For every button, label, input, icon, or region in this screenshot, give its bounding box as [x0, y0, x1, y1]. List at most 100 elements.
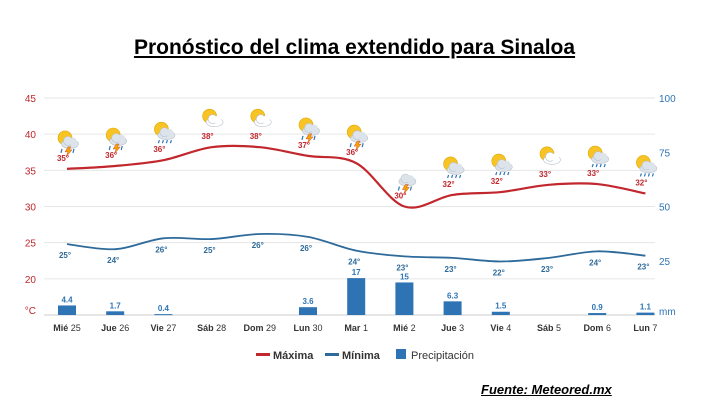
x-tick-day: 7	[652, 323, 657, 333]
rain-drop	[161, 140, 164, 144]
x-tick-dow: Dom	[244, 323, 267, 333]
sun-cloud-icon	[202, 108, 224, 127]
cloud-shape	[69, 137, 77, 146]
temperature-lines	[66, 144, 646, 263]
precip-label: 1.7	[110, 301, 122, 310]
x-axis: Mié 25 Jue 26 Vie 27 Sáb 28 Dom 29 Lun 30 Mar …	[53, 323, 657, 333]
cloud-shape	[165, 128, 174, 137]
min-temp-label: 26°	[155, 245, 167, 254]
precipitation-bars	[58, 278, 655, 316]
min-temp-label: 23°	[637, 263, 649, 272]
precip-label: 0.9	[592, 303, 604, 312]
x-tick-label: Lun 30	[293, 323, 322, 333]
min-temp-label: 23°	[445, 265, 457, 274]
precip-bar	[636, 312, 655, 315]
max-temp-label: 32°	[635, 178, 647, 187]
cloud-shape	[551, 153, 559, 162]
x-tick-label: Mié 25	[53, 323, 81, 333]
legend-label: Mínima	[342, 350, 381, 362]
max-temp-label: 32°	[491, 177, 503, 186]
right-tick-label: 50	[659, 203, 671, 214]
x-tick-dow: Mié	[53, 323, 71, 333]
x-tick-label: Sáb 5	[537, 323, 561, 333]
rain-drop	[301, 135, 304, 141]
x-tick-dow: Sáb	[537, 323, 556, 333]
x-tick-dow: Lun	[633, 323, 652, 333]
rain-drop	[397, 186, 400, 191]
left-unit-label: °C	[25, 306, 36, 317]
data-labels: 4.4 1.7 0.4 3.6 17 15 6.3 1.5 0.9 1.1 35° 36° 36° 38°…	[57, 132, 652, 313]
cloud-shape	[406, 175, 415, 183]
min-temp-label: 25°	[59, 251, 71, 260]
min-temp-label: 24°	[107, 256, 119, 265]
rain-drop	[451, 174, 454, 179]
x-tick-label: Jue 26	[101, 323, 129, 333]
precip-bar	[299, 307, 317, 315]
precip-label: 1.5	[495, 302, 507, 311]
sun-cloud-storm-icon	[346, 124, 369, 152]
min-temp-label: 23°	[541, 265, 553, 274]
bolt-shape	[402, 184, 410, 195]
precip-label: 6.3	[447, 291, 459, 300]
cloud-shape	[647, 162, 656, 170]
sun-cloud-rain-icon	[443, 156, 465, 179]
x-tick-day: 4	[506, 323, 511, 333]
rain-drop	[455, 174, 458, 179]
x-tick-day: 6	[606, 323, 611, 333]
cloud-shape	[262, 115, 270, 124]
max-temp-label: 32°	[443, 180, 455, 189]
precip-label: 3.6	[302, 297, 314, 306]
sun-cloud-storm-icon	[57, 130, 79, 158]
x-tick-dow: Vie	[490, 323, 506, 333]
left-tick-label: 25	[25, 239, 37, 250]
bolt-shape	[112, 143, 121, 155]
x-tick-day: 5	[556, 323, 561, 333]
min-temp-label: 23°	[396, 263, 408, 272]
min-temp-label: 24°	[348, 258, 360, 267]
page-title: Pronóstico del clima extendido para Sina…	[133, 36, 576, 59]
rain-drop	[165, 140, 168, 144]
cloud-shape	[310, 124, 318, 133]
rain-drop	[108, 145, 111, 151]
cloud-shape	[213, 115, 222, 124]
left-tick-label: 35	[25, 166, 37, 177]
rain-drop	[647, 173, 650, 177]
precip-bar	[588, 313, 607, 315]
min-temp-label: 24°	[589, 258, 601, 267]
precip-label: 4.4	[61, 295, 73, 304]
cloud-shape	[358, 131, 367, 140]
sun-cloud-storm-icon	[105, 127, 127, 155]
precip-bar	[154, 314, 173, 316]
x-tick-label: Vie 27	[150, 323, 176, 333]
max-temp-label: 33°	[539, 170, 551, 179]
x-tick-day: 25	[71, 323, 81, 333]
legend-item: Máxima	[256, 350, 314, 362]
rain-drop	[72, 148, 75, 154]
max-temp-label: 36°	[105, 151, 117, 160]
rain-drop	[507, 171, 510, 176]
rain-drop	[120, 145, 123, 151]
legend-item: Mínima	[325, 350, 381, 362]
max-temp-label: 38°	[250, 132, 262, 141]
max-temp-label: 36°	[346, 148, 358, 157]
rain-drop	[591, 163, 594, 168]
left-tick-label: 20	[25, 275, 37, 286]
precip-bar	[443, 301, 462, 315]
sun-cloud-icon	[250, 108, 272, 127]
x-tick-dow: Jue	[441, 323, 459, 333]
precip-bar	[491, 311, 510, 315]
rain-drop	[503, 171, 506, 176]
rain-drop	[651, 173, 654, 177]
max-temp-label: 33°	[587, 169, 599, 178]
precip-bar	[347, 278, 366, 315]
rain-drop	[459, 174, 462, 179]
min-temp-label: 22°	[493, 268, 505, 277]
rain-drop	[409, 186, 412, 191]
x-tick-label: Dom 29	[244, 323, 277, 333]
sun-cloud-rain-icon	[587, 145, 610, 168]
min-temp-line	[66, 232, 646, 263]
rain-drop	[499, 171, 502, 176]
x-tick-dow: Mié	[393, 323, 411, 333]
max-temp-label: 38°	[202, 132, 214, 141]
